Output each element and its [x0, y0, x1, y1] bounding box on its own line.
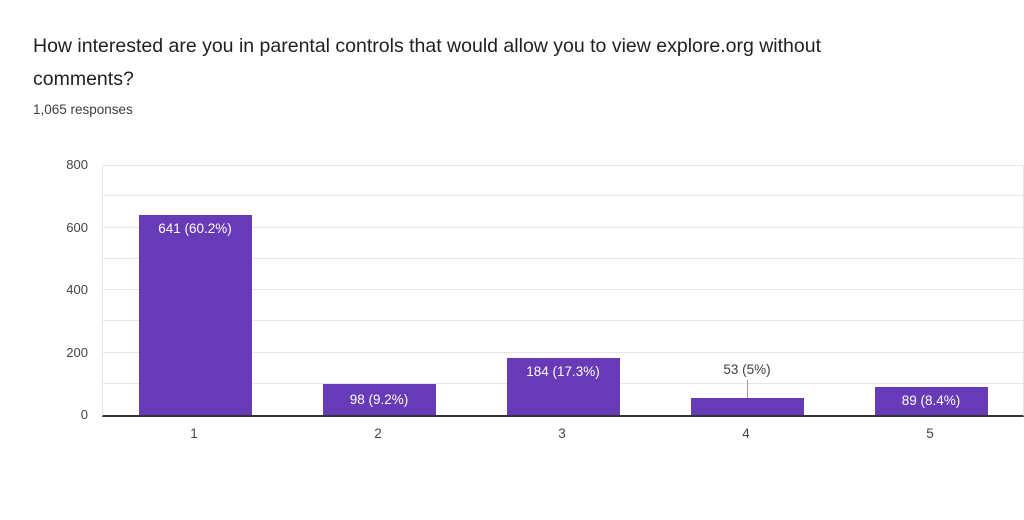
bar-value-label: 53 (5%)	[723, 362, 771, 378]
bar-category-3[interactable]: 184 (17.3%)	[506, 357, 620, 415]
x-axis-label: 3	[558, 426, 566, 441]
gridline	[103, 351, 1023, 353]
gridline	[103, 195, 1023, 197]
x-axis-label: 4	[742, 426, 750, 441]
bar-value-label: 184 (17.3%)	[526, 363, 600, 379]
x-axis-tick-labels: 1 2 3 4 5	[102, 419, 1022, 449]
y-axis-label: 600	[66, 219, 88, 235]
bar-category-2[interactable]: 98 (9.2%)	[322, 384, 436, 415]
x-axis-label: 5	[926, 426, 934, 441]
response-count: 1,065 responses	[33, 102, 133, 117]
bar-value-label: 98 (9.2%)	[349, 391, 409, 407]
y-axis-label: 0	[80, 407, 88, 422]
bar-value-label: 641 (60.2%)	[158, 220, 232, 236]
chart-plot-area: 641 (60.2%) 98 (9.2%) 184 (17.3%) 53 (5%) 89…	[102, 165, 1024, 417]
y-axis-label: 800	[66, 157, 88, 172]
gridline	[103, 226, 1023, 228]
bar-value-label: 89 (8.4%)	[901, 393, 961, 409]
bar-category-5[interactable]: 89 (8.4%)	[874, 387, 988, 415]
bar-category-1[interactable]: 641 (60.2%)	[138, 214, 252, 415]
y-axis-label: 400	[66, 282, 88, 297]
gridline	[103, 165, 1023, 166]
gridline	[103, 320, 1023, 322]
gridline	[103, 257, 1023, 259]
annotation-connector-line	[747, 380, 748, 399]
x-axis-label: 1	[190, 426, 198, 441]
bar-category-4[interactable]	[690, 398, 804, 415]
y-axis-tick-labels: 0 200 400 600 800	[0, 157, 88, 422]
y-axis-label: 200	[66, 344, 88, 360]
x-axis-label: 2	[374, 426, 382, 441]
question-title: How interested are you in parental contr…	[33, 35, 822, 90]
gridline	[103, 289, 1023, 290]
